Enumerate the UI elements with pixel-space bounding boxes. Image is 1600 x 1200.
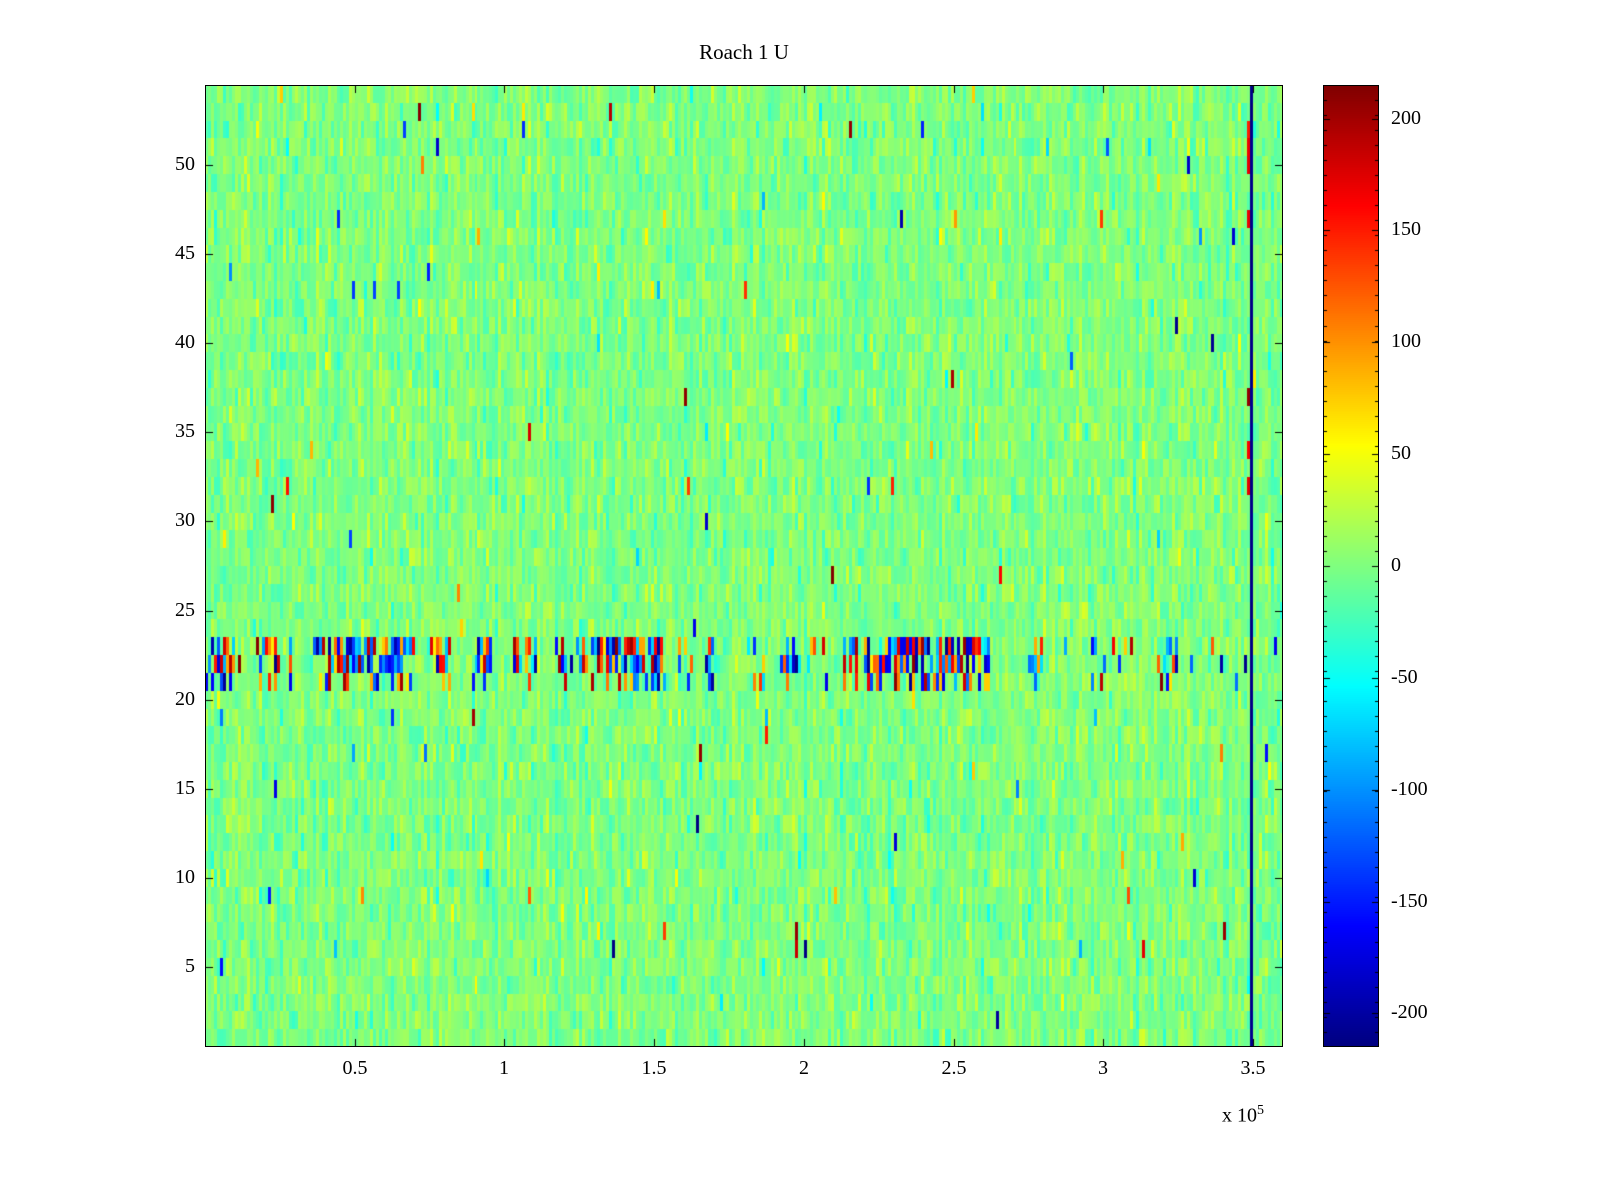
colorbar-tick-label: 100: [1391, 330, 1421, 352]
y-tick-label: 10: [175, 866, 195, 888]
x-axis-multiplier-exponent: 5: [1257, 1103, 1264, 1118]
x-tick-label: 0.5: [342, 1057, 368, 1079]
colorbar-tick-label: 150: [1391, 218, 1421, 240]
x-axis-multiplier: x 105: [1222, 1103, 1264, 1128]
x-tick-label: 3: [1098, 1057, 1108, 1079]
x-tick-label: 1.5: [641, 1057, 667, 1079]
y-tick-label: 15: [175, 777, 195, 799]
colorbar-canvas: [1323, 85, 1379, 1047]
x-tick-label: 2.5: [941, 1057, 967, 1079]
y-tick-label: 35: [175, 420, 195, 442]
x-tick-label: 1: [499, 1057, 509, 1079]
y-tick-label: 5: [185, 955, 195, 977]
x-tick-label: 2: [799, 1057, 809, 1079]
heatmap-canvas: [205, 85, 1283, 1047]
colorbar-tick-label: -100: [1391, 778, 1428, 800]
y-tick-label: 20: [175, 688, 195, 710]
colorbar-tick-label: 50: [1391, 442, 1411, 464]
colorbar-tick-label: -200: [1391, 1001, 1428, 1023]
y-tick-label: 30: [175, 509, 195, 531]
x-axis-multiplier-base: x 10: [1222, 1104, 1257, 1127]
y-tick-label: 50: [175, 153, 195, 175]
chart-title: Roach 1 U: [699, 40, 789, 64]
y-tick-label: 25: [175, 599, 195, 621]
colorbar-tick-label: -50: [1391, 666, 1418, 688]
colorbar-tick-label: 200: [1391, 107, 1421, 129]
y-tick-label: 40: [175, 331, 195, 353]
colorbar-tick-label: 0: [1391, 554, 1401, 576]
colorbar-tick-label: -150: [1391, 890, 1428, 912]
y-tick-label: 45: [175, 242, 195, 264]
x-tick-label: 3.5: [1240, 1057, 1266, 1079]
